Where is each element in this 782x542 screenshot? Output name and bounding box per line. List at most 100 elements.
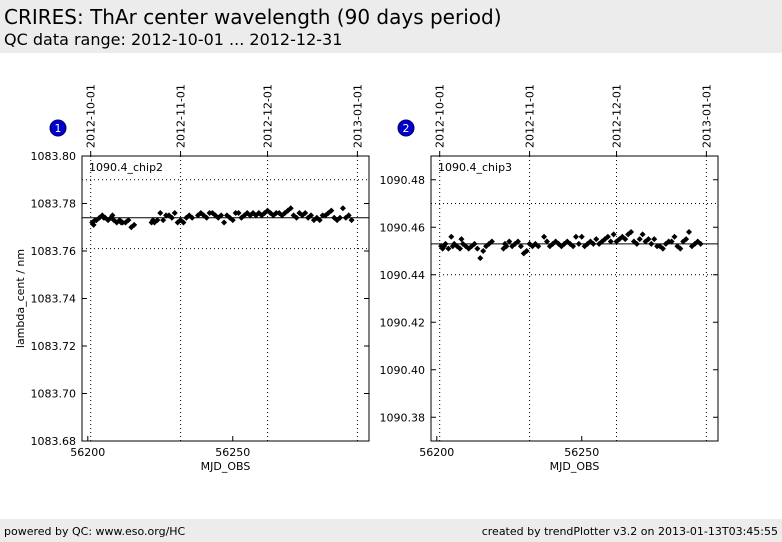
data-point: [648, 240, 655, 247]
data-point: [458, 236, 465, 243]
data-point: [607, 238, 614, 245]
data-point: [659, 245, 666, 252]
panel-number-badge: [49, 119, 67, 137]
footer-credit: powered by QC: www.eso.org/HC: [4, 525, 186, 538]
data-point: [203, 214, 210, 221]
data-point: [610, 231, 617, 238]
series-label: 1090.4_chip2: [89, 161, 163, 174]
x-tick-label: 56200: [419, 446, 454, 459]
date-label: 2012-10-01: [434, 84, 447, 148]
date-label: 2012-12-01: [262, 84, 275, 148]
header-bar: CRIRES: ThAr center wavelength (90 days …: [0, 0, 782, 53]
data-point: [125, 217, 132, 224]
data-point: [622, 236, 629, 243]
data-point: [517, 243, 524, 250]
y-tick-label: 1083.68: [31, 435, 77, 448]
y-tick-label: 1090.48: [380, 174, 426, 187]
data-point: [456, 245, 463, 252]
data-point: [535, 243, 542, 250]
y-tick-label: 1083.80: [31, 150, 77, 163]
data-point: [645, 236, 652, 243]
panel-number-badge: [397, 119, 415, 137]
date-label: 2012-10-01: [85, 84, 98, 148]
data-point: [543, 238, 550, 245]
y-tick-label: 1083.74: [31, 293, 77, 306]
data-point: [506, 238, 513, 245]
data-point: [651, 236, 658, 243]
x-axis-label: MJD_OBS: [550, 460, 600, 473]
data-point: [316, 217, 323, 224]
data-point: [348, 217, 355, 224]
data-point: [154, 217, 161, 224]
date-label: 2013-01-01: [700, 84, 713, 148]
data-point: [308, 212, 315, 219]
y-tick-label: 1090.44: [380, 269, 426, 282]
y-tick-label: 1090.40: [380, 364, 426, 377]
data-point: [590, 240, 597, 247]
data-point: [345, 212, 352, 219]
data-point: [633, 240, 640, 247]
plot-frame: [81, 155, 370, 442]
data-point: [171, 210, 178, 216]
data-point: [636, 236, 643, 243]
data-point: [90, 221, 97, 228]
panel-number: 2: [403, 122, 410, 135]
data-point: [677, 245, 684, 252]
data-point: [523, 248, 530, 254]
data-point: [293, 214, 300, 221]
data-point: [671, 233, 678, 240]
y-tick-label: 1083.76: [31, 245, 77, 258]
y-tick-label: 1090.38: [380, 411, 426, 424]
data-point: [488, 238, 495, 245]
data-point: [477, 255, 484, 262]
data-point: [131, 221, 138, 228]
data-point: [570, 243, 577, 250]
data-point: [683, 236, 690, 243]
data-point: [218, 212, 225, 219]
data-point: [639, 231, 646, 238]
data-point: [575, 240, 582, 247]
footer-bar: powered by QC: www.eso.org/HC created by…: [0, 519, 782, 542]
data-point: [221, 219, 228, 226]
y-tick-label: 1090.46: [380, 221, 426, 234]
data-point: [302, 210, 309, 216]
y-tick-label: 1083.72: [31, 340, 77, 353]
data-point: [503, 243, 510, 250]
data-point: [287, 205, 294, 212]
data-point: [480, 248, 487, 254]
x-tick-label: 56200: [70, 446, 105, 459]
date-label: 2013-01-01: [351, 84, 364, 148]
series-label: 1090.4_chip3: [438, 161, 512, 174]
y-tick-label: 1090.42: [380, 316, 426, 329]
y-tick-label: 1083.70: [31, 388, 77, 401]
x-tick-label: 56250: [564, 446, 599, 459]
data-point: [109, 212, 116, 219]
data-point: [541, 233, 548, 240]
y-axis-label: lambda_cent / nm: [14, 249, 27, 348]
data-point: [445, 245, 452, 252]
page-subtitle: QC data range: 2012-10-01 ... 2012-12-31: [4, 30, 343, 49]
panel-number: 1: [55, 122, 62, 135]
data-point: [668, 238, 675, 245]
data-point: [328, 207, 335, 214]
data-point: [442, 240, 449, 247]
x-tick-label: 56250: [215, 446, 250, 459]
data-point: [189, 214, 196, 221]
date-label: 2012-11-01: [524, 84, 537, 148]
data-point: [514, 238, 521, 245]
data-point: [474, 245, 481, 252]
chart-panel-2: 2012-10-01 2012-11-01 2012-12-01 2013-01-01…: [380, 84, 719, 473]
data-point: [628, 229, 635, 235]
data-point: [593, 236, 600, 243]
footer-generator: created by trendPlotter v3.2 on 2013-01-…: [481, 525, 778, 538]
data-point: [157, 210, 164, 216]
data-point: [578, 233, 585, 240]
data-point: [180, 219, 187, 226]
data-point: [337, 214, 344, 221]
data-point: [339, 205, 346, 212]
plot-frame: [430, 155, 719, 442]
data-point: [229, 217, 236, 224]
data-point: [160, 217, 167, 224]
data-point: [572, 233, 579, 240]
